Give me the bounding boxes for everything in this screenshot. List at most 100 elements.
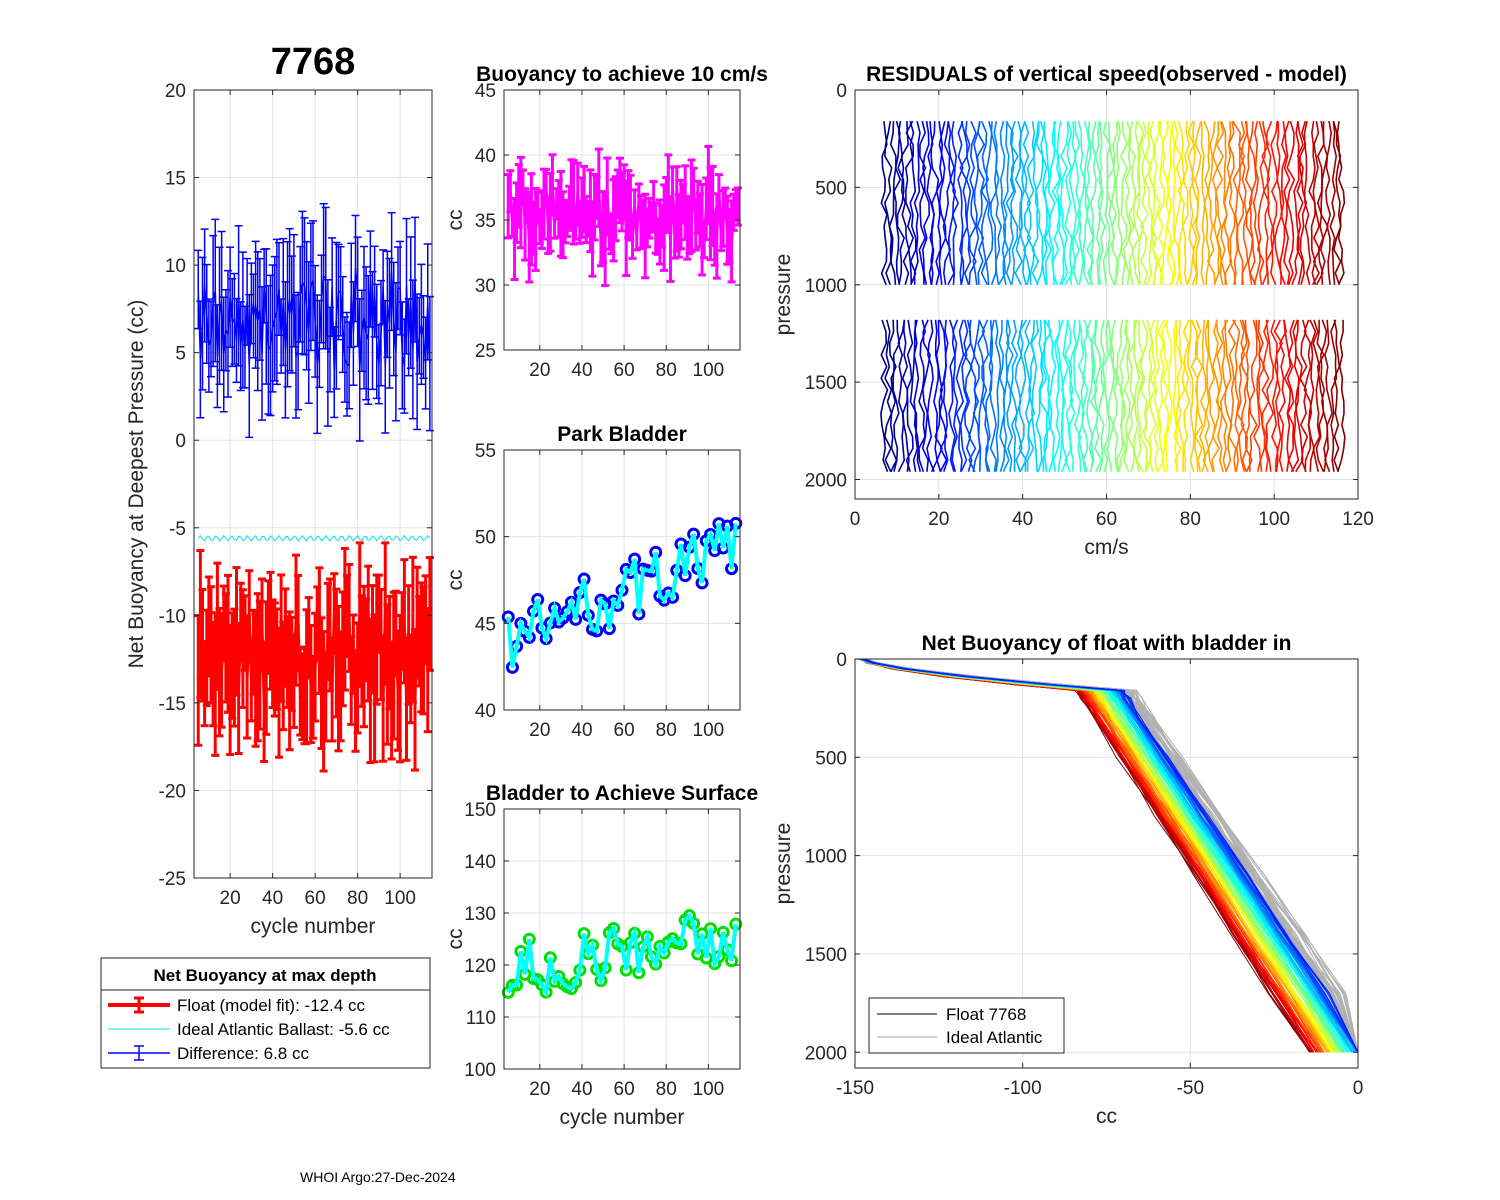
residual-profile <box>1102 120 1111 285</box>
residual-profile <box>1220 319 1229 472</box>
park-bladder-series <box>501 516 743 674</box>
series-line <box>506 523 738 668</box>
residual-profile <box>1240 319 1249 472</box>
residual-profile <box>1009 120 1019 285</box>
residual-profile <box>918 319 927 472</box>
float-profiles <box>858 658 1359 1053</box>
residual-profile <box>1034 121 1044 286</box>
y-tick-label: -15 <box>159 694 186 715</box>
residual-profile <box>963 319 973 472</box>
residual-profile <box>1252 120 1261 285</box>
residual-profile <box>1089 319 1099 472</box>
y-tick-label: -10 <box>159 606 186 627</box>
residual-profile <box>1325 121 1332 285</box>
series-line <box>506 912 738 999</box>
residual-profile <box>1136 319 1145 473</box>
residual-profile <box>1206 121 1216 285</box>
residual-profile <box>1291 121 1300 286</box>
residual-profile <box>1186 120 1195 286</box>
residual-profile <box>985 319 994 472</box>
x-tick-label: 100 <box>693 720 725 741</box>
chart-title: Park Bladder <box>557 423 687 446</box>
y-tick-label: 120 <box>464 956 496 977</box>
x-axis-label: cm/s <box>1084 536 1128 559</box>
y-tick-label: 50 <box>475 528 496 549</box>
y-tick-label: 30 <box>475 276 496 297</box>
residual-profile <box>926 319 935 473</box>
residual-profile <box>1094 121 1103 285</box>
residual-profile <box>1270 121 1279 286</box>
residual-profile <box>1312 319 1321 472</box>
residual-profile <box>1118 319 1128 472</box>
y-axis-label: cc <box>444 929 467 950</box>
ticks: 20 40 60 80 100 40 45 50 55 <box>475 441 740 741</box>
residual-profile <box>1018 120 1027 285</box>
residual-profile <box>1077 319 1086 472</box>
residual-profile <box>888 319 898 473</box>
y-tick-label: 0 <box>175 431 186 452</box>
residual-profile <box>1135 120 1145 285</box>
x-axis-label: cycle number <box>251 915 376 938</box>
residual-profile <box>1081 319 1090 472</box>
residual-profile <box>1010 319 1019 472</box>
x-tick-label: 60 <box>614 360 635 381</box>
residual-profile <box>1265 120 1274 285</box>
y-tick-label: 140 <box>464 852 496 873</box>
residual-profile <box>1236 319 1246 472</box>
x-tick-label: 0 <box>850 509 861 530</box>
net-buoyancy-panel: 20 40 60 80 100 -25 -20 -15 -10 -5 0 5 10 15 20 cycle n… <box>125 81 434 938</box>
residual-profile <box>985 120 994 285</box>
residual-profile <box>1236 120 1246 285</box>
ticks: 20 40 60 80 100 -25 -20 -15 -10 -5 0 5 10 15 20 <box>159 81 432 909</box>
residual-profile <box>1068 121 1078 285</box>
residual-profile <box>968 319 977 473</box>
footer-text: WHOI Argo:27-Dec-2024 <box>300 1169 456 1185</box>
residual-profile <box>994 319 1002 472</box>
residual-profile <box>1106 121 1116 286</box>
residual-profile <box>904 120 915 285</box>
residual-profile <box>1064 120 1074 286</box>
axes-box <box>503 808 741 1070</box>
y-tick-label: 45 <box>475 81 496 102</box>
x-tick-label: 100 <box>384 888 416 909</box>
legend-difference-marker <box>108 1045 170 1061</box>
y-axis-label: Net Buoyancy at Deepest Pressure (cc) <box>125 300 148 669</box>
residual-profile <box>948 319 956 472</box>
park-bladder-panel: 20 40 60 80 100 40 45 50 55 Park Bladder cc <box>444 423 743 741</box>
residual-profile <box>976 121 986 285</box>
y-tick-label: 150 <box>464 800 496 821</box>
residual-profile <box>1261 121 1271 286</box>
y-tick-label: 2000 <box>805 1043 847 1064</box>
y-tick-label: 1500 <box>805 945 847 966</box>
residual-profile <box>989 319 998 472</box>
residual-profile <box>1031 121 1040 286</box>
ticks: 0 20 40 60 80 100 120 0 500 1000 1500 2000 <box>805 81 1374 530</box>
x-tick-label: 100 <box>1258 509 1290 530</box>
residual-profile <box>1097 319 1106 472</box>
net-buoyancy-bladder-in-panel: -150 -100 -50 0 0 500 1000 1500 2000 Net Buoyancy… <box>772 632 1363 1128</box>
residual-profile <box>1139 319 1149 472</box>
x-tick-label: 20 <box>928 509 949 530</box>
x-tick-label: -150 <box>836 1078 874 1099</box>
residual-profile <box>1329 121 1338 285</box>
residual-profile <box>951 121 960 285</box>
float-profile <box>862 658 1359 1053</box>
residual-profile <box>942 121 952 285</box>
x-tick-label: 20 <box>529 1079 550 1100</box>
axes-box <box>503 449 741 711</box>
ideal-atlantic-ballast-series <box>197 534 431 542</box>
y-tick-label: 1000 <box>805 276 847 297</box>
residual-profile <box>888 121 897 285</box>
plot-content <box>501 909 743 999</box>
residual-profile <box>1133 319 1141 472</box>
residual-profile <box>1294 319 1304 473</box>
residual-profile <box>1160 121 1170 285</box>
net-buoyancy-legend: Net Buoyancy at max depth Float (model f… <box>100 957 431 1069</box>
residual-profile <box>1215 120 1225 285</box>
residual-profile <box>1139 120 1149 285</box>
residual-profile <box>896 121 905 285</box>
legend-difference-label: Difference: 6.8 cc <box>177 1044 309 1063</box>
y-tick-label: 1500 <box>805 373 847 394</box>
residual-profile <box>1073 319 1082 472</box>
